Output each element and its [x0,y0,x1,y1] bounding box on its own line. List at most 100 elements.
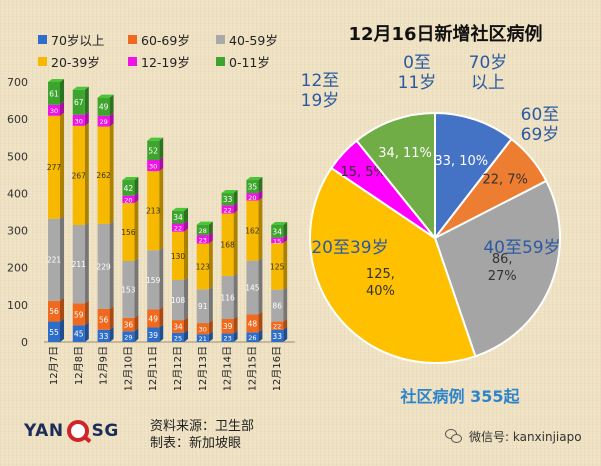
bar-value-label: 211 [72,260,87,269]
bar-segment-side [134,192,139,204]
bar-segment-side [208,232,213,244]
bar-segment-side [258,197,263,261]
bar-segment-side [109,305,114,330]
bar-segment-side [159,168,164,251]
bar-value-label: 108 [171,296,186,305]
bar-value-label: 48 [248,319,258,328]
bar-segment [147,160,160,172]
bar-value-label: 22 [273,323,281,331]
bar-segment-side [283,326,288,342]
legend-label-40-59: 40-59岁 [229,33,278,48]
bar-value-label: 61 [49,89,59,98]
bar-segment [72,303,85,326]
bar-segment-side [208,221,213,236]
wechat-icon [445,429,463,444]
pie-category-label: 0至 [403,53,431,73]
bar-segment [97,97,110,116]
bar-segment [97,329,110,342]
community-cases-total: 社区病例 355起 [400,387,520,406]
bar-value-label: 116 [220,293,235,302]
bar-top [246,177,263,181]
pie-slice [355,111,436,241]
bar-segment [172,279,184,321]
bar-segment [122,195,135,204]
bar-value-label: 35 [248,183,258,192]
y-tick-label: 300 [7,225,28,238]
bar-segment-side [84,86,89,115]
legend-item-20-39: 20-39岁 [38,52,100,71]
bar-segment-side [159,324,164,342]
bar-segment [271,289,284,322]
bar-value-label: 29 [99,118,107,126]
bar-segment [196,243,209,290]
bar-segment-side [84,322,89,342]
bar-segment-side [159,306,164,328]
wechat-id: 微信号: kanxinjiapo [469,430,582,444]
bar-segment-side [134,200,139,262]
bar-segment [72,225,85,304]
x-tick-label: 12月15日 [246,346,258,390]
bar-value-label: 123 [196,262,211,271]
bar-value-label: 67 [74,98,84,107]
legend-swatch-70-plus [38,35,47,44]
legend-label-12-19: 12-19岁 [141,55,190,70]
bar-segment-side [159,137,164,160]
bar-segment [172,210,184,224]
bar-segment-side [258,311,263,333]
bar-top [97,94,114,98]
bar-segment [172,320,184,333]
pie-value-label: 86, [492,252,513,267]
bar-segment-side [258,329,263,342]
pie-slice [309,166,477,364]
pie-category-label: 19岁 [301,91,340,111]
x-tick-label: 12月13日 [197,346,209,390]
bar-segment-side [258,177,263,194]
bar-segment [147,309,160,328]
y-tick-label: 500 [7,150,28,163]
bar-segment-side [84,111,89,126]
bar-segment-side [233,210,238,276]
bar-value-label: 36 [124,321,134,330]
magnifier-icon [66,420,89,442]
bar-segment-side [208,320,213,335]
bar-segment-side [134,258,139,318]
bar-segment-side [109,326,114,342]
bar-segment-side [134,177,139,196]
bar-segment [72,114,85,126]
bar-segment [221,333,234,342]
bar-value-label: 45 [74,330,84,339]
bar-segment [172,223,184,232]
bar-value-label: 49 [99,103,109,112]
x-tick-label: 12月16日 [271,346,283,390]
bar-top [172,207,188,211]
pie-percent-label: 40% [366,284,395,299]
bar-segment [97,115,110,127]
bar-segment [221,205,234,214]
bar-value-label: 229 [96,262,111,271]
bar-segment [196,235,209,244]
x-tick-label: 12月10日 [122,346,134,390]
bar-segment-side [109,112,114,127]
bar-segment-side [60,79,64,105]
bar-segment-side [60,318,64,342]
bar-value-label: 23 [223,335,231,343]
bar-segment [271,225,284,238]
bar-segment [196,289,209,324]
bar-segment [48,300,60,322]
y-tick-label: 700 [7,76,28,89]
bar-value-label: 29 [124,334,132,342]
y-tick-label: 600 [7,113,28,126]
bar-value-label: 56 [99,315,109,324]
yanan-sg-logo: YAN SG [24,420,119,442]
bar-segment [246,314,259,333]
pie-category-label: 69岁 [521,125,560,145]
pie-percent-label: 27% [488,269,517,284]
bar-value-label: 30 [149,163,157,171]
x-tick-label: 12月12日 [172,346,184,390]
bar-segment-side [283,234,288,244]
bar-value-label: 221 [47,256,62,265]
legend-label-60-69: 60-69岁 [141,33,190,48]
legend-item-0-11: 0-11岁 [216,52,270,71]
bar-segment-side [233,190,238,206]
bar-segment [221,193,234,206]
